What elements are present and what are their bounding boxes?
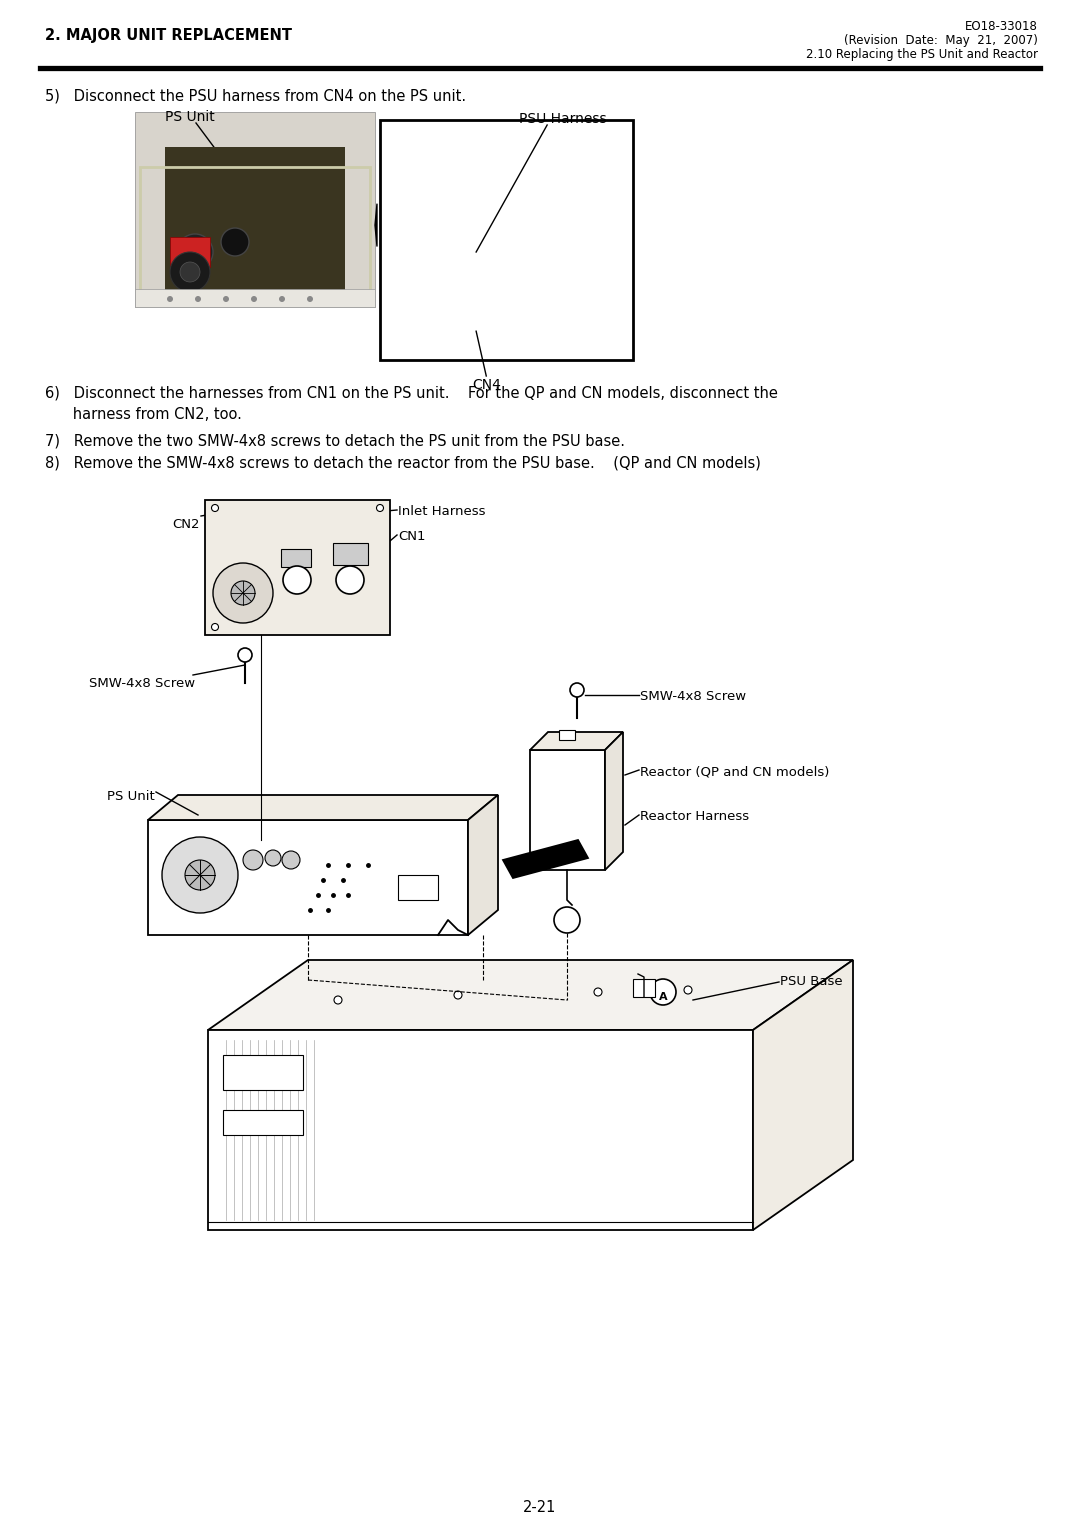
Text: 2-21: 2-21 [524, 1500, 556, 1514]
Text: A: A [659, 992, 667, 1002]
Bar [399, 876, 438, 900]
Polygon shape [208, 1030, 753, 1230]
Circle shape [570, 683, 584, 697]
Text: Inlet Harness: Inlet Harness [399, 504, 486, 518]
Circle shape [282, 851, 300, 869]
Circle shape [336, 565, 364, 594]
Polygon shape [468, 795, 498, 935]
Bar [205, 500, 390, 636]
Circle shape [212, 623, 218, 631]
Text: 6)   Disconnect the harnesses from CN1 on the PS unit.    For the QP and CN mode: 6) Disconnect the harnesses from CN1 on … [45, 385, 778, 400]
Text: Reactor (QP and CN models): Reactor (QP and CN models) [640, 766, 829, 778]
Circle shape [307, 296, 313, 303]
Text: (Revision  Date:  May  21,  2007): (Revision Date: May 21, 2007) [845, 34, 1038, 47]
Bar [170, 237, 210, 267]
Text: 2. MAJOR UNIT REPLACEMENT: 2. MAJOR UNIT REPLACEMENT [45, 28, 292, 43]
Circle shape [251, 296, 257, 303]
Text: PSU Harness: PSU Harness [519, 112, 607, 125]
Circle shape [185, 860, 215, 889]
Circle shape [279, 296, 285, 303]
Circle shape [377, 504, 383, 512]
Bar [380, 121, 633, 361]
Circle shape [454, 992, 462, 999]
Text: Reactor Harness: Reactor Harness [640, 810, 750, 824]
Text: PSU Base: PSU Base [780, 975, 842, 989]
Polygon shape [605, 732, 623, 869]
Bar [333, 542, 368, 565]
Circle shape [170, 252, 210, 292]
Circle shape [213, 562, 273, 623]
Text: CN2: CN2 [173, 518, 200, 532]
Circle shape [334, 996, 342, 1004]
Text: SMW-4x8 Screw: SMW-4x8 Screw [89, 677, 195, 691]
Text: B: B [563, 920, 571, 931]
Text: B: B [293, 581, 301, 591]
Text: EO18-33018: EO18-33018 [966, 20, 1038, 34]
Polygon shape [530, 732, 623, 750]
Text: 8)   Remove the SMW-4x8 screws to detach the reactor from the PSU base.    (QP a: 8) Remove the SMW-4x8 screws to detach t… [45, 455, 761, 471]
Polygon shape [530, 750, 605, 869]
Circle shape [167, 296, 173, 303]
Circle shape [650, 979, 676, 1005]
Text: harness from CN2, too.: harness from CN2, too. [45, 406, 242, 422]
Circle shape [221, 228, 249, 257]
Circle shape [684, 986, 692, 995]
Polygon shape [753, 960, 853, 1230]
Polygon shape [375, 203, 377, 246]
Circle shape [594, 989, 602, 996]
Polygon shape [148, 821, 468, 935]
Polygon shape [208, 960, 853, 1030]
Circle shape [265, 850, 281, 866]
Polygon shape [148, 795, 498, 821]
Circle shape [180, 261, 200, 283]
Text: PS Unit: PS Unit [107, 790, 156, 804]
Circle shape [222, 296, 229, 303]
Bar [281, 549, 311, 567]
Circle shape [283, 565, 311, 594]
Bar [135, 289, 375, 307]
Text: PS Unit: PS Unit [165, 110, 215, 124]
Text: 2.10 Replacing the PS Unit and Reactor: 2.10 Replacing the PS Unit and Reactor [806, 47, 1038, 61]
Polygon shape [503, 840, 588, 879]
Circle shape [238, 648, 252, 662]
Circle shape [231, 581, 255, 605]
Bar [165, 147, 345, 292]
Circle shape [162, 837, 238, 914]
Circle shape [243, 850, 264, 869]
Text: 7)   Remove the two SMW-4x8 screws to detach the PS unit from the PSU base.: 7) Remove the two SMW-4x8 screws to deta… [45, 432, 625, 448]
Bar [633, 979, 654, 996]
Text: A: A [346, 581, 354, 591]
Circle shape [195, 296, 201, 303]
Text: 5)   Disconnect the PSU harness from CN4 on the PS unit.: 5) Disconnect the PSU harness from CN4 o… [45, 89, 467, 102]
Circle shape [177, 234, 213, 270]
Text: CN1: CN1 [399, 530, 426, 542]
Bar [559, 730, 575, 740]
Circle shape [212, 504, 218, 512]
Bar [222, 1109, 303, 1135]
Bar [222, 1054, 303, 1089]
Text: CN4: CN4 [472, 377, 501, 393]
Bar [135, 112, 375, 307]
Text: SMW-4x8 Screw: SMW-4x8 Screw [640, 691, 746, 703]
Circle shape [554, 908, 580, 934]
